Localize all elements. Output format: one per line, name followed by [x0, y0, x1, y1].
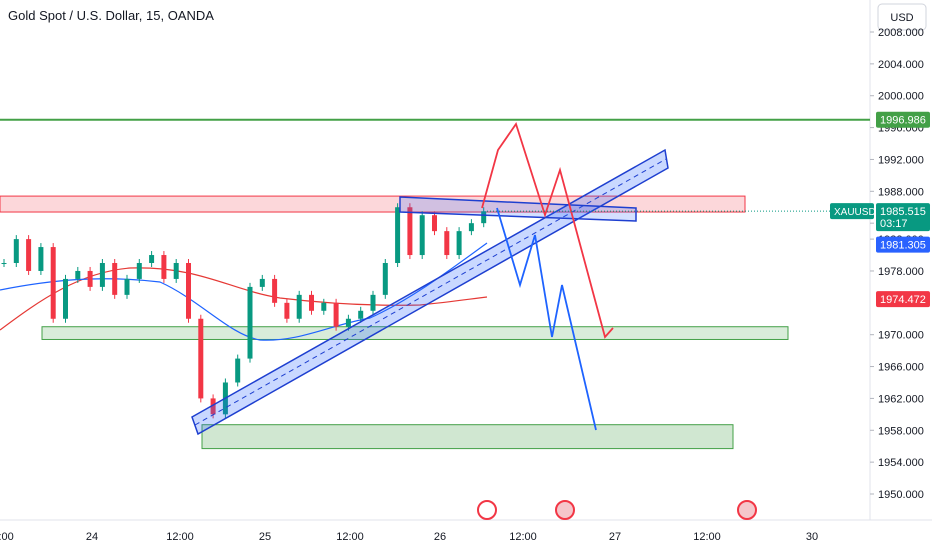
- candle-body: [161, 255, 167, 279]
- y-tick-label: 1966.000: [878, 362, 924, 374]
- countdown: 03:17: [880, 218, 908, 230]
- event-icon[interactable]: [477, 500, 497, 520]
- candle-body: [198, 318, 204, 399]
- candle-body: [468, 223, 474, 232]
- price-tag-label: 1981.305: [880, 240, 926, 252]
- x-tick-label: 26: [434, 531, 446, 543]
- y-tick-label: 1970.000: [878, 330, 924, 342]
- candle-body: [26, 239, 32, 271]
- candle-body: [87, 270, 93, 287]
- candle-body: [235, 358, 241, 383]
- y-tick-label: 2008.000: [878, 27, 924, 39]
- candle-body: [38, 247, 44, 271]
- y-tick-label: 1978.000: [878, 266, 924, 278]
- x-tick-label: 30: [806, 531, 818, 543]
- symbol-label: XAUUSD: [834, 207, 876, 218]
- candle-body: [358, 310, 364, 319]
- zones: [0, 195, 789, 450]
- candle-body: [309, 294, 314, 311]
- event-icon[interactable]: [555, 500, 575, 520]
- y-tick-label: 1962.000: [878, 393, 924, 405]
- y-tick-label: 1958.000: [878, 425, 924, 437]
- candle-body: [13, 239, 19, 263]
- candle-body: [50, 247, 56, 319]
- candle-body: [272, 278, 278, 303]
- x-tick-label: 27: [609, 531, 621, 543]
- candle-body: [136, 263, 142, 279]
- candle-body: [481, 211, 487, 224]
- resistance-zone: [0, 195, 746, 213]
- price-tag: [876, 291, 930, 308]
- x-tick-label: 12:00: [336, 531, 364, 543]
- channel-midline: [194, 158, 667, 426]
- x-tick-label: 12:00: [166, 531, 194, 543]
- bearish-projection-blue: [496, 207, 597, 431]
- price-tag-label: 1974.472: [880, 294, 926, 306]
- y-tick-label: 2000.000: [878, 91, 924, 103]
- x-tick-label: 25: [259, 531, 271, 543]
- candle-body: [247, 286, 253, 359]
- bearish-projection-red: [481, 121, 614, 339]
- price-tag: [876, 236, 930, 253]
- candle-body: [284, 302, 290, 319]
- candle-body: [419, 215, 425, 256]
- price-tag-label: 1985.515: [880, 206, 926, 218]
- candle-body: [321, 302, 327, 311]
- candle-body: [333, 302, 339, 327]
- candle-body: [382, 263, 388, 295]
- flag-channel: [399, 196, 637, 222]
- x-tick-label: 12:00: [0, 531, 14, 543]
- candle-body: [345, 318, 351, 327]
- symbol-tag: [830, 203, 874, 220]
- currency-label[interactable]: USD: [890, 12, 913, 24]
- candle-body: [112, 263, 118, 295]
- candle-body: [173, 263, 179, 279]
- support-zone: [201, 424, 734, 450]
- support-zone: [41, 326, 789, 340]
- candle-body: [432, 215, 437, 232]
- price-tag: [876, 203, 930, 232]
- candle-body: [124, 278, 130, 295]
- x-tick-label: 24: [86, 531, 98, 543]
- candle-body: [395, 207, 401, 263]
- candle-body: [370, 294, 376, 311]
- candle-body: [407, 207, 413, 256]
- event-icon[interactable]: [737, 500, 757, 520]
- y-tick-label: 1992.000: [878, 154, 924, 166]
- candle-body: [444, 231, 450, 256]
- candle-body: [1, 263, 7, 264]
- candle-body: [186, 263, 191, 319]
- price-tag-label: 1996.986: [880, 115, 926, 127]
- candle-body: [456, 231, 462, 256]
- x-tick-label: 12:00: [509, 531, 537, 543]
- y-tick-label: 2004.000: [878, 59, 924, 71]
- candle-body: [99, 263, 105, 287]
- candle-body: [75, 270, 81, 279]
- candle-body: [149, 255, 155, 263]
- chart-title: Gold Spot / U.S. Dollar, 15, OANDA: [8, 8, 214, 23]
- x-tick-label: 12:00: [693, 531, 721, 543]
- candle-body: [296, 294, 302, 319]
- candle-body: [63, 278, 68, 319]
- currency-button[interactable]: [877, 3, 927, 31]
- candle-body: [210, 398, 216, 415]
- price-tag: [876, 111, 930, 128]
- y-tick-label: 1954.000: [878, 457, 924, 469]
- y-tick-label: 1950.000: [878, 489, 924, 501]
- blue-moving-average: [0, 242, 488, 341]
- y-tick-label: 1988.000: [878, 186, 924, 198]
- candle-body: [259, 278, 265, 287]
